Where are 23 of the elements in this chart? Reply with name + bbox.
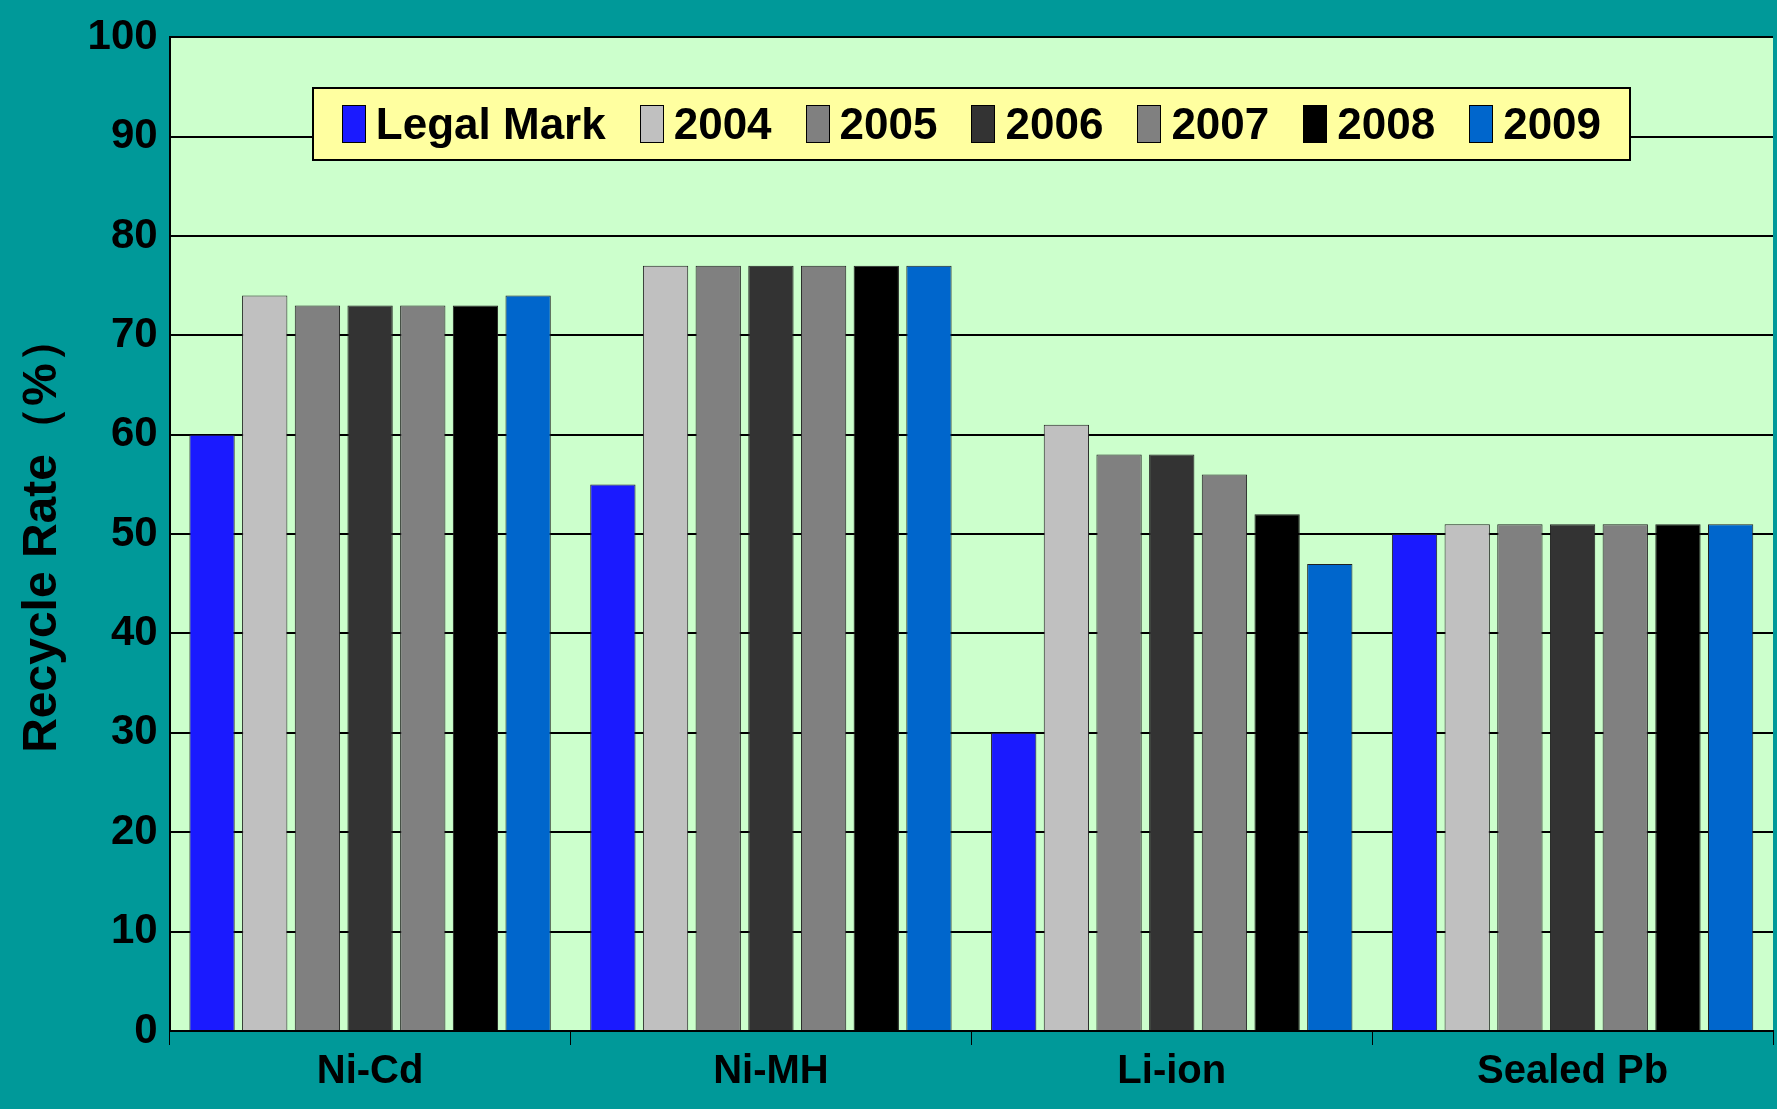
y-tick-label: 0: [134, 1004, 158, 1052]
legend-label: 2009: [1503, 99, 1602, 150]
legend-label: 2005: [839, 99, 938, 150]
y-tick-label: 30: [110, 706, 158, 754]
y-tick-label: 100: [87, 10, 158, 58]
x-tick-label: Ni-MH: [713, 1047, 829, 1092]
x-tick-label: Sealed Pb: [1476, 1047, 1669, 1092]
y-tick-label: 60: [110, 408, 158, 456]
x-tick-label: Li-ion: [1117, 1047, 1227, 1092]
legend-label: Legal Mark: [375, 99, 606, 150]
legend-label: 2004: [673, 99, 772, 150]
y-axis-title: Recycle Rate（%）: [13, 315, 67, 753]
legend-label: 2008: [1337, 99, 1436, 150]
y-tick-label: 50: [110, 507, 158, 555]
y-tick-label: 70: [110, 308, 158, 356]
y-tick-label: 20: [110, 805, 158, 853]
x-tick-label: Ni-Cd: [316, 1047, 424, 1092]
y-tick-label: 40: [110, 607, 158, 655]
y-tick-label: 90: [110, 110, 158, 158]
legend-label: 2006: [1005, 99, 1104, 150]
y-tick-label: 10: [110, 905, 158, 953]
legend-label: 2007: [1171, 99, 1270, 150]
y-tick-label: 80: [110, 209, 158, 257]
